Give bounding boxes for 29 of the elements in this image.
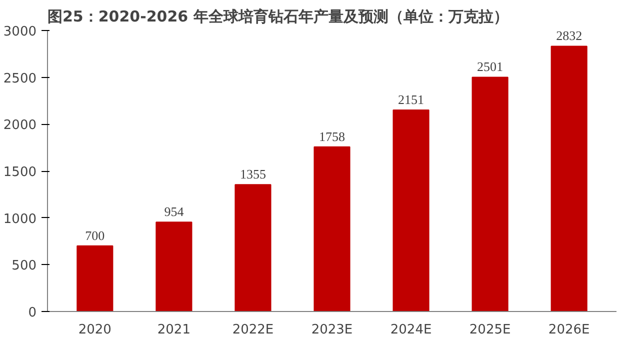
x-tick-label: 2026E: [548, 322, 590, 338]
data-label: 700: [85, 228, 105, 243]
x-tick-label: 2022E: [232, 322, 274, 338]
bar: [234, 184, 272, 312]
x-tick-label: 2025E: [469, 322, 511, 338]
bar: [76, 245, 114, 312]
bar: [472, 76, 508, 312]
y-tick-label: 1500: [3, 165, 37, 180]
data-label: 2832: [556, 28, 582, 44]
data-label: 1758: [319, 128, 345, 144]
bar: [550, 46, 588, 312]
y-tick-label: 2500: [3, 71, 37, 86]
y-tick-label: 3000: [3, 24, 37, 40]
y-tick-label: 2000: [3, 118, 37, 134]
x-tick-label: 2021: [157, 322, 190, 338]
bar: [156, 222, 192, 312]
data-label: 2501: [477, 59, 504, 74]
x-tick-label: 2024E: [390, 322, 432, 338]
data-label: 2151: [398, 92, 424, 108]
chart-title: 图25：2020-2026 年全球培育钻石年产量及预测（单位：万克拉）: [48, 8, 508, 26]
data-label: 1355: [240, 166, 266, 182]
bar: [392, 110, 430, 312]
y-tick-label: 0: [28, 306, 37, 320]
y-tick-label: 1000: [3, 212, 37, 227]
bar: [314, 146, 350, 312]
data-label: 954: [164, 204, 184, 220]
x-tick-label: 2020: [78, 322, 112, 338]
y-tick-label: 500: [12, 258, 37, 274]
x-tick-label: 2023E: [311, 322, 353, 338]
